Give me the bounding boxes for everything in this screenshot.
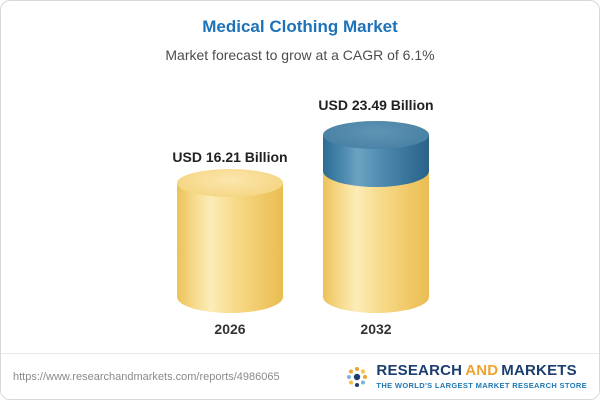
footer: https://www.researchandmarkets.com/repor… [1,353,599,399]
bar-2026-value-label: USD 16.21 Billion [172,149,288,165]
logo-word-markets: MARKETS [501,362,577,380]
bar-2032-growth-top-face [323,121,429,149]
logo-word-and: AND [465,362,499,380]
bar-2032-cylinder [323,121,429,313]
bar-2026-body [177,183,283,313]
logo-text: RESEARCH AND MARKETS THE WORLD'S LARGEST M… [376,363,587,390]
logo-tagline: THE WORLD'S LARGEST MARKET RESEARCH STOR… [376,380,587,390]
logo-name: RESEARCH AND MARKETS [376,363,576,379]
bar-2032-value-label: USD 23.49 Billion [318,97,434,113]
logo-word-research: RESEARCH [376,362,463,380]
bar-2026-cylinder [177,169,283,313]
chart-title: Medical Clothing Market [202,17,398,36]
report-url: https://www.researchandmarkets.com/repor… [13,370,280,383]
bar-2026-category-label: 2026 [214,321,246,337]
bar-2026-top-face [177,169,283,197]
research-and-markets-logo-icon [347,366,368,387]
research-and-markets-logo: RESEARCH AND MARKETS THE WORLD'S LARGEST M… [345,363,587,390]
bar-2032-growth-segment [323,121,429,187]
bar-2032-category-label: 2032 [360,321,392,337]
chart-subtitle: Market forecast to grow at a CAGR of 6.1… [165,47,435,63]
